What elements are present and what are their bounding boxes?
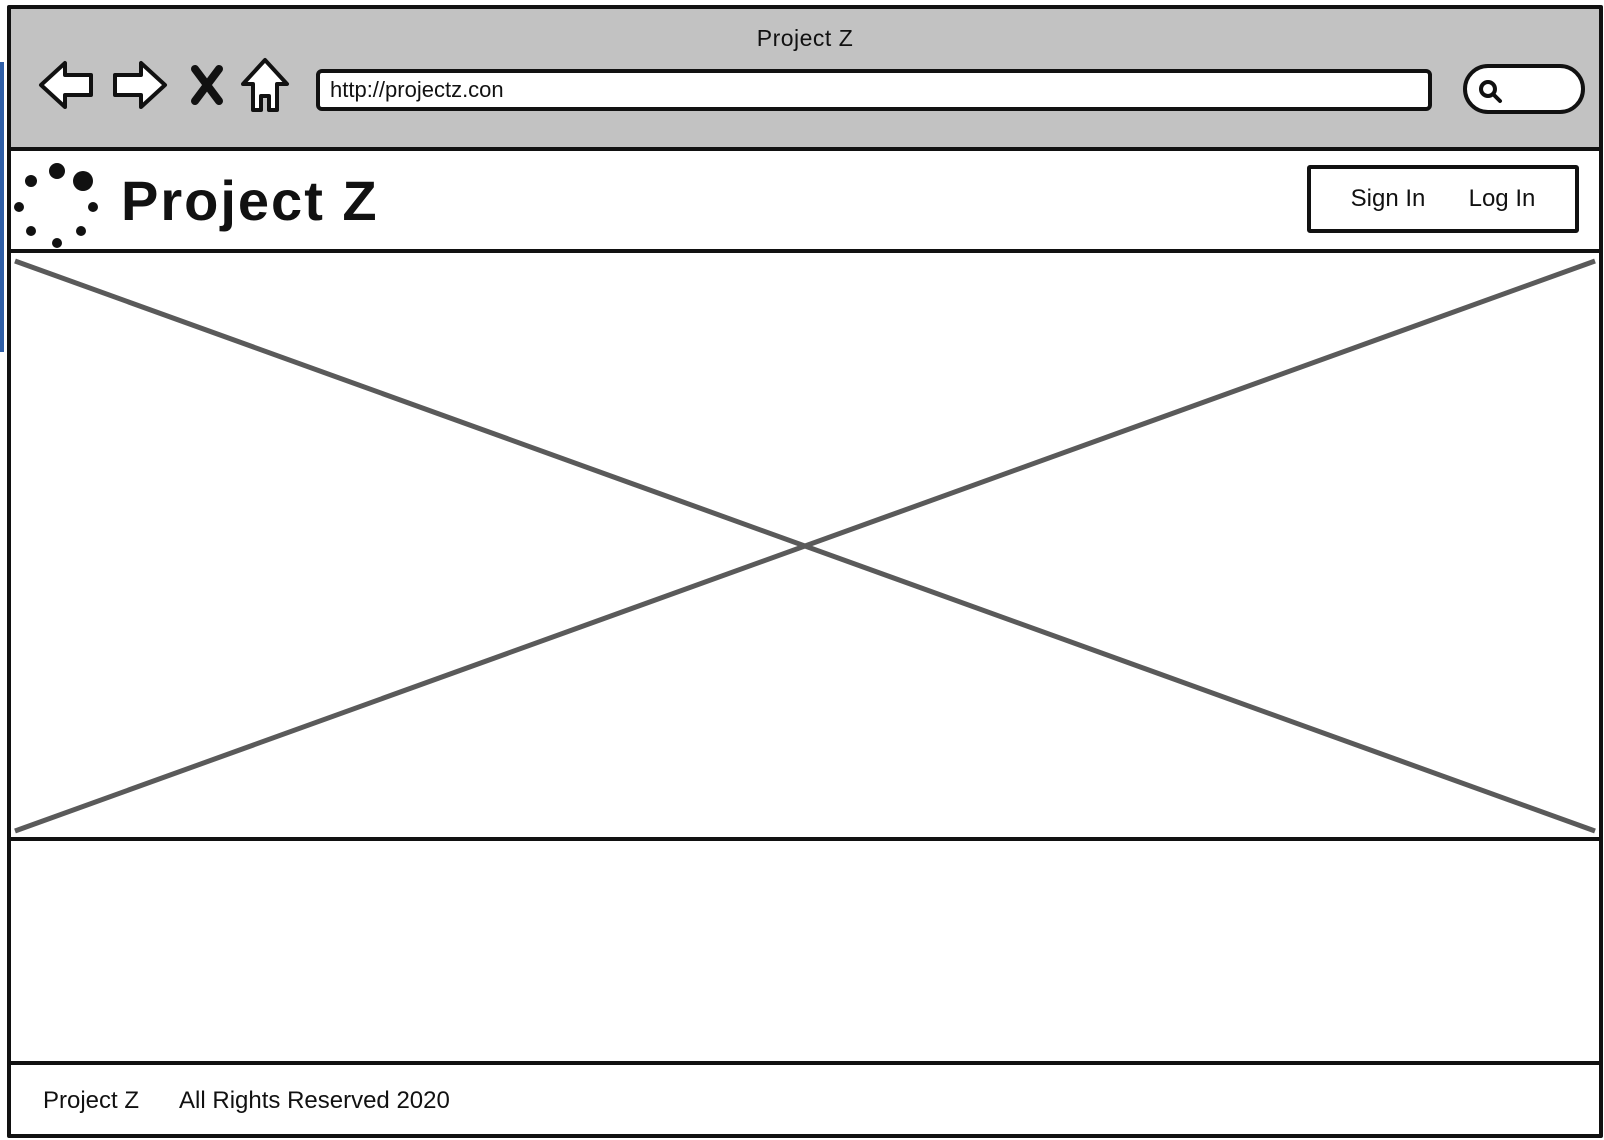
- stop-icon[interactable]: [175, 53, 239, 117]
- search-icon: [1479, 80, 1502, 103]
- forward-arrow-icon[interactable]: [107, 53, 171, 117]
- window-title: Project Z: [756, 25, 854, 51]
- browser-window: Project Z http://projectz.con: [7, 5, 1603, 1138]
- hero-image-placeholder: [11, 255, 1599, 841]
- footer-brand: Project Z: [43, 1086, 140, 1114]
- home-icon[interactable]: [233, 53, 297, 117]
- site-header: Project Z Sign In Log In: [11, 151, 1599, 253]
- log-in-link[interactable]: Log In: [1468, 185, 1536, 212]
- image-placeholder-icon: [14, 258, 1596, 834]
- address-bar[interactable]: http://projectz.con: [316, 69, 1432, 111]
- site-brand-title[interactable]: Project Z: [121, 169, 379, 232]
- browser-search-field[interactable]: [1463, 64, 1585, 114]
- left-edge-accent: [0, 62, 4, 352]
- site-footer: Project Z All Rights Reserved 2020: [11, 1067, 1599, 1134]
- footer-copyright: All Rights Reserved 2020: [179, 1086, 450, 1114]
- content-area: [11, 841, 1599, 1065]
- browser-toolbar: Project Z http://projectz.con: [11, 9, 1599, 151]
- sign-in-link[interactable]: Sign In: [1350, 185, 1426, 212]
- loading-dots-icon[interactable]: [13, 157, 105, 249]
- auth-nav: Sign In Log In: [1307, 165, 1579, 233]
- back-arrow-icon[interactable]: [35, 53, 99, 117]
